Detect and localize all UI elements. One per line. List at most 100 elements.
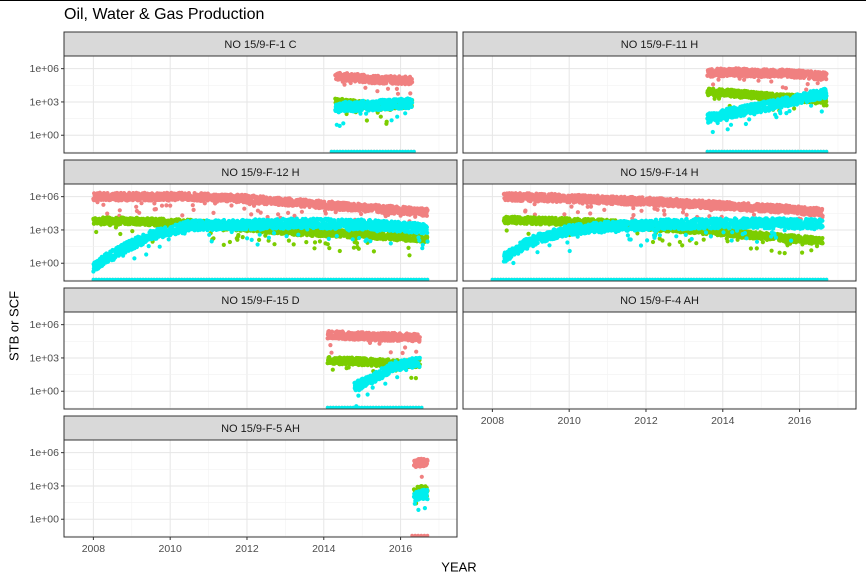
data-point-water [410,100,415,105]
facet-strip-label: NO 15/9-F-12 H [221,167,299,179]
data-point-gas [424,213,429,218]
data-point-gas [363,85,368,90]
data-point-oil [317,239,322,244]
facet-panel: NO 15/9-F-1 C 1e+00 1e+03 1e+06 [30,31,458,154]
data-point-gas [117,208,122,213]
data-point-gas [101,202,106,207]
data-point-oil [272,242,277,247]
data-point-water [728,122,734,127]
data-point-oil [378,114,383,119]
data-point-gas [249,212,254,217]
data-point-water [341,121,346,126]
data-point-gas [258,210,263,215]
y-tick-label: 1e+06 [30,63,60,75]
facet-strip-label: NO 15/9-F-11 H [621,39,698,51]
y-tick-label: 1e+00 [30,130,60,142]
data-point-oil [325,242,330,247]
data-point-gas [395,91,401,96]
data-point-gas [804,87,809,92]
data-point-gas [276,212,281,217]
y-tick-label: 1e+03 [30,96,60,108]
data-point-gas [164,203,169,208]
data-point-gas [159,203,165,208]
data-point-gas [180,213,185,218]
data-point-oil [118,231,123,237]
data-point-water [819,109,824,114]
data-point-oil [94,229,99,235]
data-point-gas [385,86,391,91]
data-point-gas [359,211,364,217]
facet-strip-label: NO 15/9-F-1 C [224,39,296,51]
data-point-gas [711,82,716,87]
chart-title: Oil, Water & Gas Production [64,6,265,23]
data-point-water [395,114,400,119]
data-point-gas [408,91,413,96]
data-point-gas [815,81,820,86]
data-point-oil [304,240,309,245]
facet-strip [63,31,458,57]
data-point-oil [240,235,245,240]
facet-panel: NO 15/9-F-11 H [462,31,857,154]
data-point-gas [323,211,328,216]
data-point-oil [257,237,262,242]
top-border [0,0,866,1]
data-point-oil [221,242,226,247]
data-point-gas [134,204,139,209]
data-point-oil [227,239,232,245]
data-point-water [337,123,342,128]
x-axis-label: YEAR [441,559,477,575]
data-point-oil [384,119,389,124]
data-point-gas [299,209,304,214]
data-point-gas [211,210,216,215]
data-point-water [364,111,369,116]
data-point-gas [756,78,761,83]
data-point-water [778,111,783,116]
data-point-water [725,127,730,132]
data-point-water [787,109,792,114]
data-point-oil [364,118,369,123]
data-point-oil [130,229,135,234]
data-point-water [743,121,749,127]
data-point-oil [354,241,360,246]
data-point-gas [824,71,829,76]
data-point-oil [824,103,829,108]
data-point-oil [312,246,317,251]
data-point-water [409,104,414,109]
data-point-gas [286,210,291,215]
data-point-gas [805,82,810,87]
data-point-water [358,111,363,116]
data-point-water [359,107,364,112]
data-point-water [774,115,779,120]
data-point-oil [356,246,361,251]
data-point-gas [769,79,774,84]
data-point-gas [410,80,415,85]
data-point-water [389,118,394,123]
data-point-gas [394,86,399,91]
data-point-gas [375,89,380,94]
data-point-oil [337,248,342,254]
data-point-water [403,111,408,116]
data-point-oil [236,232,241,238]
data-point-water [710,129,715,135]
data-point-oil [312,240,318,245]
data-point-gas [342,82,347,87]
data-point-gas [190,203,195,208]
data-point-gas [425,208,430,213]
data-point-water [809,103,814,108]
data-point-oil [291,242,296,247]
data-point-oil [792,106,797,111]
data-point-gas [242,206,247,211]
data-point-gas [824,77,829,82]
data-point-water [824,93,829,98]
data-point-gas [153,207,158,212]
data-point-gas [783,86,789,91]
data-point-gas [168,203,173,208]
data-point-gas [137,210,142,215]
data-point-gas [229,203,234,208]
data-point-oil [286,238,291,243]
data-point-oil [327,246,332,251]
data-point-water [747,117,752,122]
data-point-gas [191,207,196,212]
